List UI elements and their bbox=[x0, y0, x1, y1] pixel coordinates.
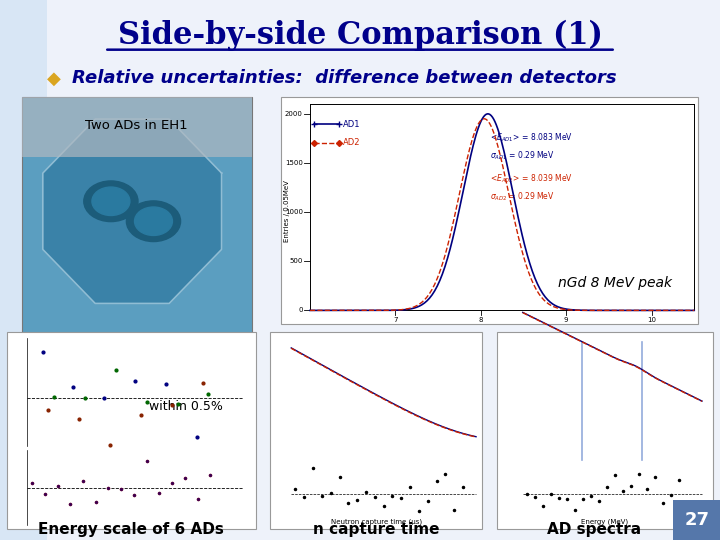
FancyBboxPatch shape bbox=[7, 332, 256, 529]
FancyBboxPatch shape bbox=[281, 97, 698, 324]
Text: 500: 500 bbox=[289, 258, 303, 264]
Circle shape bbox=[135, 207, 173, 235]
Text: Neutron capture time (μs): Neutron capture time (μs) bbox=[330, 519, 422, 525]
Text: <$E_{AD2}$> = 8.039 MeV: <$E_{AD2}$> = 8.039 MeV bbox=[490, 173, 572, 185]
Text: Two ADs in EH1: Two ADs in EH1 bbox=[86, 119, 188, 132]
Circle shape bbox=[127, 201, 181, 241]
Text: 1000: 1000 bbox=[285, 209, 303, 215]
Text: Entries / 0.05MeV: Entries / 0.05MeV bbox=[284, 180, 289, 241]
FancyBboxPatch shape bbox=[497, 332, 713, 529]
FancyBboxPatch shape bbox=[0, 0, 47, 540]
Text: Energy scale of 6 ADs: Energy scale of 6 ADs bbox=[38, 522, 225, 537]
Text: 8: 8 bbox=[479, 317, 483, 323]
FancyBboxPatch shape bbox=[673, 500, 720, 540]
Text: Side-by-side Comparison (1): Side-by-side Comparison (1) bbox=[117, 19, 603, 51]
Circle shape bbox=[92, 187, 130, 215]
Text: Relative uncertainties:  difference between detectors: Relative uncertainties: difference betwe… bbox=[72, 69, 616, 87]
Text: nGd 8 MeV peak: nGd 8 MeV peak bbox=[558, 276, 672, 290]
Text: n capture time: n capture time bbox=[313, 522, 439, 537]
Text: AD1: AD1 bbox=[343, 120, 361, 129]
FancyBboxPatch shape bbox=[22, 97, 252, 157]
Polygon shape bbox=[42, 119, 222, 303]
Text: AD spectra: AD spectra bbox=[547, 522, 641, 537]
Text: ◆: ◆ bbox=[47, 69, 60, 87]
Text: 10: 10 bbox=[647, 317, 656, 323]
Text: 0: 0 bbox=[298, 307, 303, 313]
Text: $\sigma_{AD1}$ = 0.29 MeV: $\sigma_{AD1}$ = 0.29 MeV bbox=[490, 150, 554, 163]
Text: within 0.5%: within 0.5% bbox=[149, 401, 223, 414]
FancyBboxPatch shape bbox=[22, 97, 252, 335]
Text: 1500: 1500 bbox=[285, 160, 303, 166]
Text: 7: 7 bbox=[393, 317, 397, 323]
Text: 9: 9 bbox=[564, 317, 568, 323]
Text: 27: 27 bbox=[685, 511, 709, 529]
Text: 2000: 2000 bbox=[285, 111, 303, 117]
Text: Energy (MeV): Energy (MeV) bbox=[581, 519, 629, 525]
FancyBboxPatch shape bbox=[270, 332, 482, 529]
Text: AD2: AD2 bbox=[343, 138, 361, 147]
Text: <$E_{AD1}$> = 8.083 MeV: <$E_{AD1}$> = 8.083 MeV bbox=[490, 132, 572, 144]
Circle shape bbox=[84, 181, 138, 221]
Text: $\sigma_{AD2}$ = 0.29 MeV: $\sigma_{AD2}$ = 0.29 MeV bbox=[490, 191, 554, 203]
